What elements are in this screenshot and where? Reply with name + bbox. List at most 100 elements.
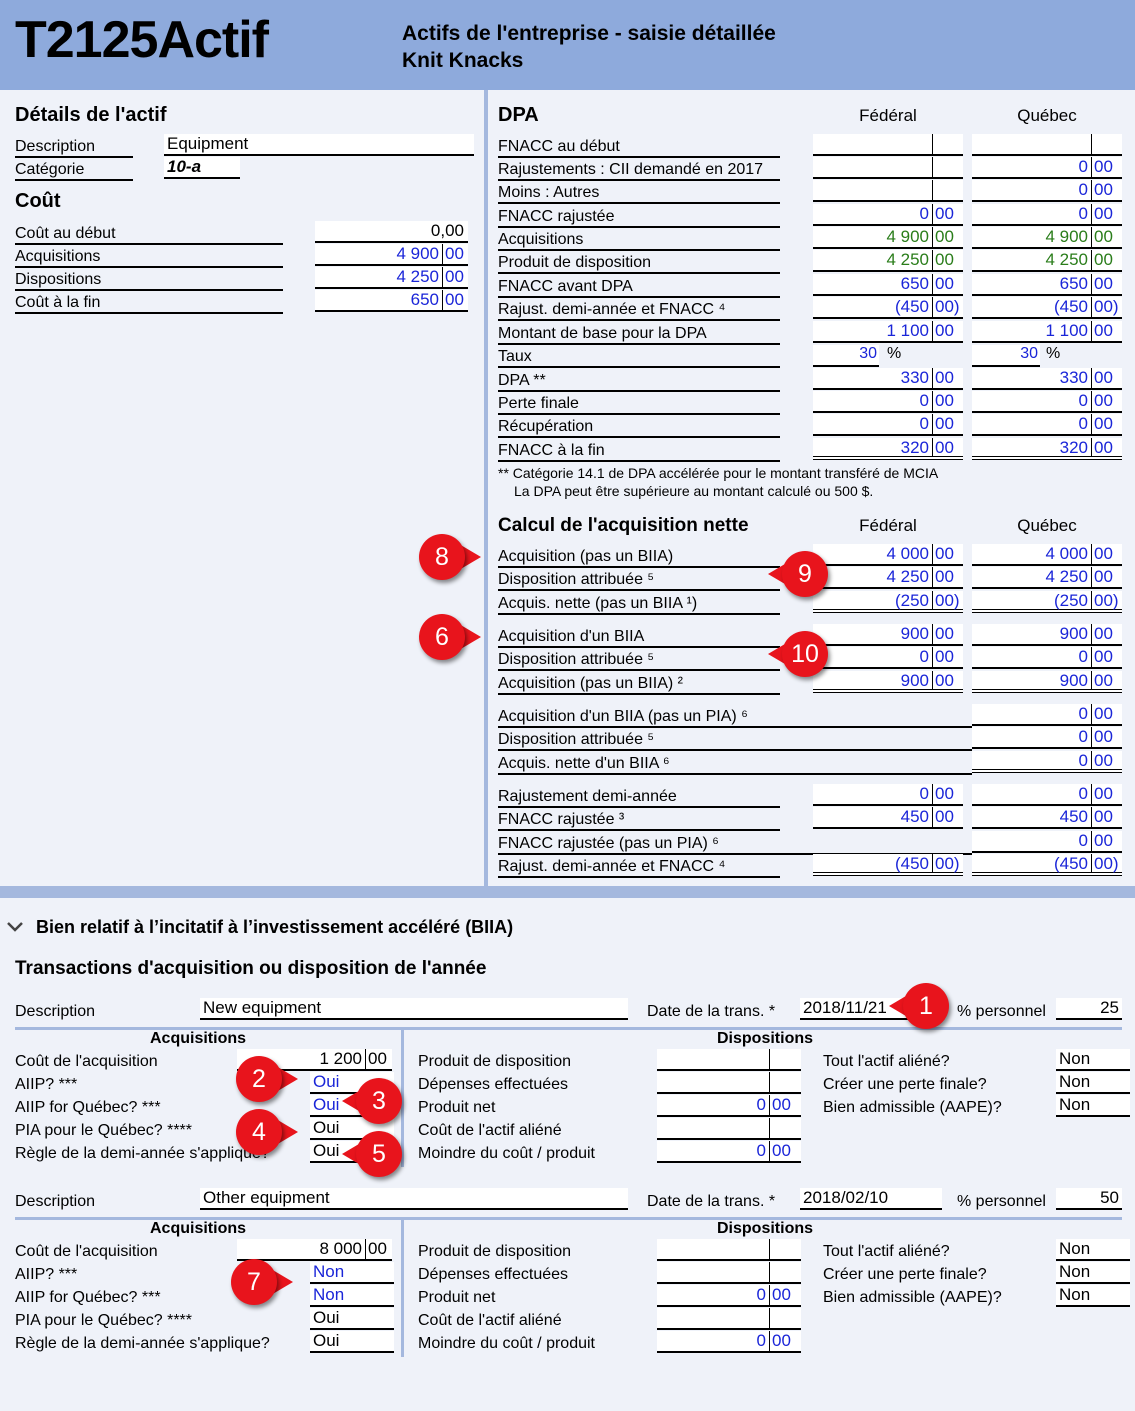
disp-lesser-field[interactable]: 0 00	[657, 1141, 801, 1163]
dpa-federal-field[interactable]: 4 900 00	[813, 227, 963, 249]
net-quebec-field[interactable]: 0 00	[972, 727, 1122, 749]
net-quebec-field-cents: 00	[1094, 784, 1113, 803]
net-federal-field[interactable]: (450 00)	[813, 854, 963, 876]
dpa-quebec-field[interactable]: 1 100 00	[972, 321, 1122, 343]
category-field[interactable]: 10-a	[164, 157, 240, 179]
net-quebec-field[interactable]: 0 00	[972, 751, 1122, 773]
acq-pia-qc-field[interactable]: Oui	[310, 1308, 394, 1330]
net-federal-field[interactable]: 0 00	[813, 784, 963, 806]
dpa-federal-field-int: 0	[813, 391, 933, 411]
chevron-down-icon[interactable]	[6, 918, 24, 936]
acq-aiip-qc-field[interactable]: Non	[310, 1285, 394, 1307]
dpa-federal-field[interactable]	[813, 180, 963, 202]
disp-cost-alien-field[interactable]	[657, 1118, 801, 1140]
disp-expenses-field[interactable]	[657, 1072, 801, 1094]
disp-lesser-field[interactable]: 0 00	[657, 1331, 801, 1353]
right-eligible-field[interactable]: Non	[1056, 1285, 1130, 1307]
net-quebec-field[interactable]: 4 250 00	[972, 567, 1122, 589]
disp-label-lesser: Moindre du coût / produit	[418, 1335, 595, 1352]
right-all-alien-field[interactable]: Non	[1056, 1239, 1130, 1261]
dpa-quebec-field[interactable]: 0 00	[972, 157, 1122, 179]
biia-section-title[interactable]: Bien relatif à l’incitatif à l’investiss…	[36, 917, 514, 937]
net-quebec-field[interactable]: 900 00	[972, 671, 1122, 693]
dpa-quebec-field[interactable]: 0 00	[972, 391, 1122, 413]
dpa-quebec-field[interactable]: 4 900 00	[972, 227, 1122, 249]
dpa-quebec-field[interactable]: (450 00)	[972, 297, 1122, 319]
dpa-quebec-field[interactable]: 320 00	[972, 438, 1122, 460]
dpa-quebec-field[interactable]: 650 00	[972, 274, 1122, 296]
dpa-federal-field[interactable]: 320 00	[813, 438, 963, 460]
net-federal-field[interactable]: 0 00	[813, 647, 963, 669]
acq-cost-field[interactable]: 8 000 00	[237, 1239, 392, 1261]
cost-row-field[interactable]: 4 900 00	[315, 244, 468, 266]
dpa-federal-field[interactable]: 0 00	[813, 391, 963, 413]
tx-description-field[interactable]: New equipment	[200, 998, 628, 1020]
net-quebec-field[interactable]: 4 000 00	[972, 544, 1122, 566]
acq-half-year-field[interactable]: Oui	[310, 1331, 394, 1353]
dpa-federal-field[interactable]: (450 00)	[813, 297, 963, 319]
dpa-federal-field[interactable]: 0 00	[813, 204, 963, 226]
net-federal-field[interactable]: 4 250 00	[813, 567, 963, 589]
transactions-title: Transactions d'acquisition ou dispositio…	[15, 958, 487, 979]
dpa-federal-field[interactable]: 330 00	[813, 368, 963, 390]
dpa-quebec-field[interactable]: 330 00	[972, 368, 1122, 390]
dpa-quebec-field-cents: 00	[1094, 391, 1113, 410]
net-federal-field[interactable]: 900 00	[813, 624, 963, 646]
cost-start-field[interactable]: 0,00	[315, 221, 468, 243]
tx-date-field[interactable]: 2018/02/10	[800, 1188, 942, 1210]
right-terminal-loss-field[interactable]: Non	[1056, 1072, 1130, 1094]
net-quebec-field-int: (250	[972, 591, 1092, 610]
net-quebec-field[interactable]: 0 00	[972, 647, 1122, 669]
dpa-federal-field[interactable]: 1 100 00	[813, 321, 963, 343]
tx-description-field[interactable]: Other equipment	[200, 1188, 628, 1210]
cost-row-field[interactable]: 4 250 00	[315, 267, 468, 289]
net-federal-field[interactable]: 450 00	[813, 807, 963, 829]
net-row-label: FNACC rajustée ³	[498, 809, 780, 831]
net-federal-field[interactable]: (250 00)	[813, 591, 963, 613]
tx-column-separator	[401, 1217, 404, 1357]
dpa-quebec-field[interactable]: 0 00	[972, 414, 1122, 436]
disp-cost-alien-field[interactable]	[657, 1308, 801, 1330]
federal-rate-unit: %	[887, 345, 902, 362]
tx-pct-field[interactable]: 50	[1056, 1188, 1122, 1210]
quebec-rate-unit: %	[1046, 345, 1061, 362]
net-quebec-field[interactable]: 0 00	[972, 784, 1122, 806]
dpa-quebec-field[interactable]: 4 250 00	[972, 250, 1122, 272]
net-quebec-field[interactable]: (250 00)	[972, 591, 1122, 613]
net-quebec-field-cents: 00	[1094, 751, 1113, 770]
net-quebec-field[interactable]: 0 00	[972, 831, 1122, 853]
net-quebec-field[interactable]: 450 00	[972, 807, 1122, 829]
disp-net-field[interactable]: 0 00	[657, 1285, 801, 1307]
tx-pct-field[interactable]: 25	[1056, 998, 1122, 1020]
dpa-federal-field[interactable]	[813, 134, 963, 156]
dpa-federal-field[interactable]	[813, 157, 963, 179]
cost-row-label: Coût au début	[15, 223, 283, 245]
disp-expenses-field[interactable]	[657, 1262, 801, 1284]
disp-proceeds-field[interactable]	[657, 1049, 801, 1071]
net-quebec-field[interactable]: 0 00	[972, 704, 1122, 726]
net-federal-field[interactable]: 900 00	[813, 671, 963, 693]
dpa-federal-field[interactable]: 4 250 00	[813, 250, 963, 272]
net-federal-field[interactable]: 4 000 00	[813, 544, 963, 566]
dpa-quebec-field[interactable]: 0 00	[972, 204, 1122, 226]
disp-net-field[interactable]: 0 00	[657, 1095, 801, 1117]
dpa-federal-field[interactable]: 650 00	[813, 274, 963, 296]
right-all-alien-field[interactable]: Non	[1056, 1049, 1130, 1071]
disp-proceeds-field[interactable]	[657, 1239, 801, 1261]
net-row-label: Rajust. demi-année et FNACC ⁴	[498, 856, 780, 878]
net-quebec-field[interactable]: 900 00	[972, 624, 1122, 646]
federal-rate-value[interactable]: 30	[813, 345, 879, 367]
dpa-quebec-field[interactable]	[972, 134, 1122, 156]
quebec-rate-value[interactable]: 30	[972, 345, 1040, 367]
acq-aiip-field[interactable]: Non	[310, 1262, 394, 1284]
disp-lesser-field-int: 0	[657, 1141, 770, 1161]
right-terminal-loss-field[interactable]: Non	[1056, 1262, 1130, 1284]
dpa-quebec-field-int: 0	[972, 157, 1092, 177]
tx-description-label: Description	[15, 1193, 96, 1210]
asset-description-field[interactable]: Equipment	[164, 134, 474, 156]
cost-row-field[interactable]: 650 00	[315, 290, 468, 312]
right-eligible-field[interactable]: Non	[1056, 1095, 1130, 1117]
net-quebec-field[interactable]: (450 00)	[972, 854, 1122, 876]
dpa-quebec-field[interactable]: 0 00	[972, 180, 1122, 202]
dpa-federal-field[interactable]: 0 00	[813, 414, 963, 436]
